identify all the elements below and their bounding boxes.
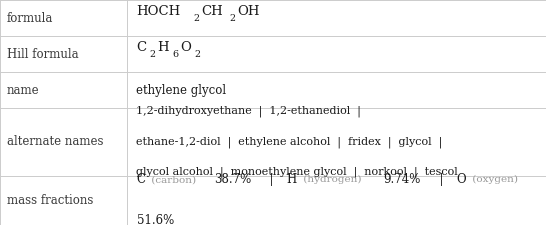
Text: ethylene glycol: ethylene glycol [136,83,227,97]
Text: C: C [136,173,145,186]
Text: H: H [287,173,297,186]
Text: formula: formula [7,11,54,25]
Text: name: name [7,83,40,97]
Text: H: H [157,41,169,54]
Text: mass fractions: mass fractions [7,194,93,207]
Text: |: | [432,173,450,186]
Text: Hill formula: Hill formula [7,47,79,61]
Text: |: | [263,173,281,186]
Text: O: O [456,173,466,186]
Text: (oxygen): (oxygen) [468,175,518,184]
Text: CH: CH [201,5,223,18]
Text: 6: 6 [173,50,179,59]
Text: 2: 2 [229,14,235,23]
Text: O: O [180,41,191,54]
Text: 2: 2 [150,50,156,59]
Text: C: C [136,41,147,54]
Text: glycol alcohol  |  monoethylene glycol  |  norkool  |  tescol: glycol alcohol | monoethylene glycol | n… [136,166,458,178]
Text: ethane-1,2-diol  |  ethylene alcohol  |  fridex  |  glycol  |: ethane-1,2-diol | ethylene alcohol | fri… [136,136,443,148]
Text: 51.6%: 51.6% [136,214,174,225]
Text: alternate names: alternate names [7,135,104,148]
Text: (hydrogen): (hydrogen) [300,175,365,184]
Text: (carbon): (carbon) [148,175,199,184]
Text: OH: OH [237,5,260,18]
Text: 38.7%: 38.7% [215,173,252,186]
Text: 2: 2 [194,50,200,59]
Text: 9.74%: 9.74% [384,173,421,186]
Text: 1,2-dihydroxyethane  |  1,2-ethanediol  |: 1,2-dihydroxyethane | 1,2-ethanediol | [136,106,361,117]
Text: HOCH: HOCH [136,5,181,18]
Text: 2: 2 [194,14,200,23]
